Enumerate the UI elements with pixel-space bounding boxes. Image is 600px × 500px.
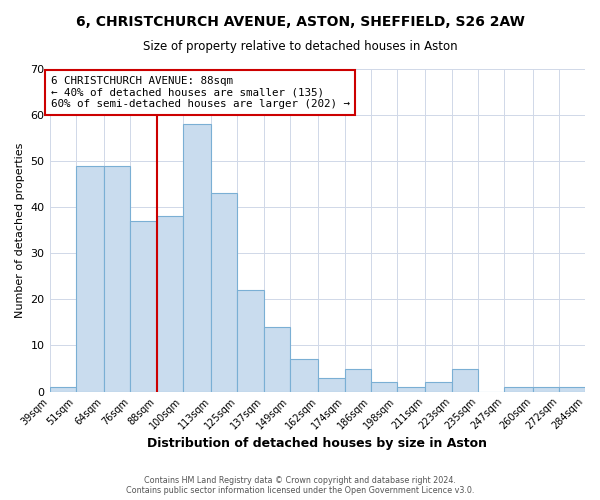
Bar xyxy=(104,166,130,392)
Bar xyxy=(559,387,585,392)
Bar xyxy=(183,124,211,392)
Bar xyxy=(371,382,397,392)
X-axis label: Distribution of detached houses by size in Aston: Distribution of detached houses by size … xyxy=(147,437,487,450)
Bar xyxy=(504,387,533,392)
Text: 6 CHRISTCHURCH AVENUE: 88sqm
← 40% of detached houses are smaller (135)
60% of s: 6 CHRISTCHURCH AVENUE: 88sqm ← 40% of de… xyxy=(50,76,350,109)
Bar xyxy=(452,368,478,392)
Bar xyxy=(238,290,264,392)
Bar xyxy=(344,368,371,392)
Y-axis label: Number of detached properties: Number of detached properties xyxy=(15,142,25,318)
Bar xyxy=(157,216,183,392)
Text: 6, CHRISTCHURCH AVENUE, ASTON, SHEFFIELD, S26 2AW: 6, CHRISTCHURCH AVENUE, ASTON, SHEFFIELD… xyxy=(76,15,524,29)
Bar xyxy=(319,378,344,392)
Bar xyxy=(290,360,319,392)
Bar xyxy=(264,327,290,392)
Bar xyxy=(397,387,425,392)
Bar xyxy=(50,387,76,392)
Bar xyxy=(76,166,104,392)
Text: Contains HM Land Registry data © Crown copyright and database right 2024.
Contai: Contains HM Land Registry data © Crown c… xyxy=(126,476,474,495)
Bar xyxy=(211,194,238,392)
Bar xyxy=(533,387,559,392)
Bar xyxy=(130,221,157,392)
Text: Size of property relative to detached houses in Aston: Size of property relative to detached ho… xyxy=(143,40,457,53)
Bar xyxy=(425,382,452,392)
